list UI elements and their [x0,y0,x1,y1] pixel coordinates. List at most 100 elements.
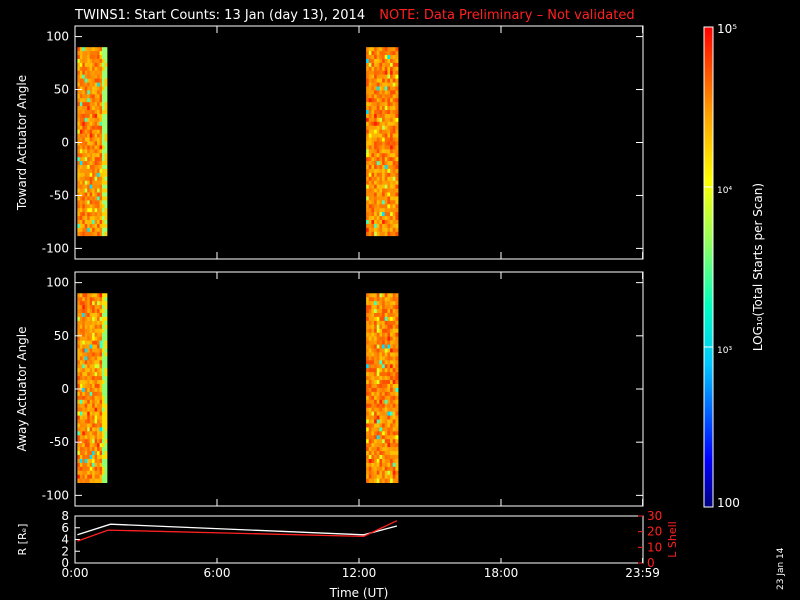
heatmap-cell [97,439,100,444]
heatmap-cell [77,184,81,189]
heatmap-cell [374,180,378,186]
heatmap-cell [366,137,370,142]
heatmap-cell [366,297,370,302]
heatmap-cell [104,62,108,68]
heatmap-cell [382,443,386,448]
heatmap-cell [77,62,81,68]
heatmap-cell [82,427,86,432]
heatmap-cell [371,470,375,476]
heatmap-cell [104,356,108,361]
heatmap-cell [77,458,81,464]
heatmap-cell [84,216,88,221]
heatmap-cell [387,415,391,420]
heatmap-cell [104,47,108,52]
heatmap-cell [384,316,388,322]
heatmap-cell [82,439,86,444]
heatmap-cell [395,212,399,217]
heatmap-cell [102,78,105,83]
heatmap-cell [87,161,91,166]
heatmap-cell [94,312,98,318]
heatmap-cell [99,454,103,460]
heatmap-cell [87,74,91,79]
heatmap-cell [99,403,103,409]
heatmap-cell [376,470,380,476]
heatmap-cell [104,376,108,381]
heatmap-cell [94,66,98,72]
heatmap-cell [384,431,388,436]
heatmap-cell [374,219,378,225]
heatmap-cell [366,74,370,79]
heatmap-cell [387,98,391,103]
heatmap-cell [376,172,380,178]
heatmap-cell [84,415,88,420]
heatmap-cell [368,125,372,131]
heatmap-cell [374,231,378,237]
heatmap-cell [92,336,96,341]
heatmap-cell [376,439,380,444]
heatmap-cell [79,391,83,397]
heatmap-cell [384,399,388,405]
heatmap-cell [384,62,388,68]
heatmap-cell [92,360,96,365]
heatmap-cell [387,407,391,412]
heatmap-cell [390,55,394,60]
heatmap-cell [102,297,105,302]
heatmap-cell [395,66,399,72]
heatmap-cell [395,451,399,456]
heatmap-cell [382,227,386,233]
heatmap-cell [79,55,83,60]
heatmap-cell [77,454,81,460]
heatmap-cell [97,216,100,221]
title-note: NOTE: Data Preliminary – Not validated [379,8,635,23]
heatmap-cell [99,231,103,237]
heatmap-cell [87,219,91,225]
heatmap-cell [87,90,91,95]
heatmap-cell [395,395,399,401]
heatmap-cell [77,141,81,146]
heatmap-cell [104,447,108,452]
heatmap-cell [382,305,386,310]
heatmap-cell [82,141,86,146]
heatmap-cell [379,454,383,460]
heatmap-cell [87,180,91,186]
heatmap-cell [387,157,391,162]
heatmap-cell [79,82,83,87]
y-tick-label: 100 [46,276,69,290]
heatmap-cell [376,309,380,314]
heatmap-cell [94,106,98,111]
heatmap-cell [371,192,375,197]
heatmap-cell [97,51,100,56]
heatmap-cell [366,344,370,349]
heatmap-cell [368,176,372,182]
heatmap-cell [368,204,372,209]
heatmap-cell [97,399,100,405]
heatmap-cell [82,466,86,472]
heatmap-cell [104,364,108,369]
heatmap-cell [392,336,396,341]
heatmap-cell [79,227,83,233]
heatmap-cell [371,219,375,225]
heatmap-cell [384,403,388,409]
heatmap-cell [92,451,96,456]
heatmap-cell [84,312,88,318]
heatmap-cell [94,451,98,456]
heatmap-cell [87,454,91,460]
heatmap-cell [376,348,380,353]
colorbar-label: LOG₁₀(Total Starts per Scan) [751,183,765,351]
heatmap-cell [99,387,103,393]
heatmap-cell [379,297,383,302]
heatmap-cell [374,94,378,99]
heatmap-cell [390,141,394,146]
heatmap-cell [82,149,86,154]
heatmap-cell [97,415,100,420]
heatmap-cell [387,145,391,150]
heatmap-cell [387,443,391,448]
heatmap-cell [376,415,380,420]
heatmap-cell [87,443,91,448]
heatmap-cell [97,309,100,314]
heatmap-cell [395,462,399,468]
heatmap-cell [77,113,81,119]
heatmap-cell [384,478,388,483]
heatmap-cell [97,423,100,428]
heatmap-cell [384,125,388,131]
